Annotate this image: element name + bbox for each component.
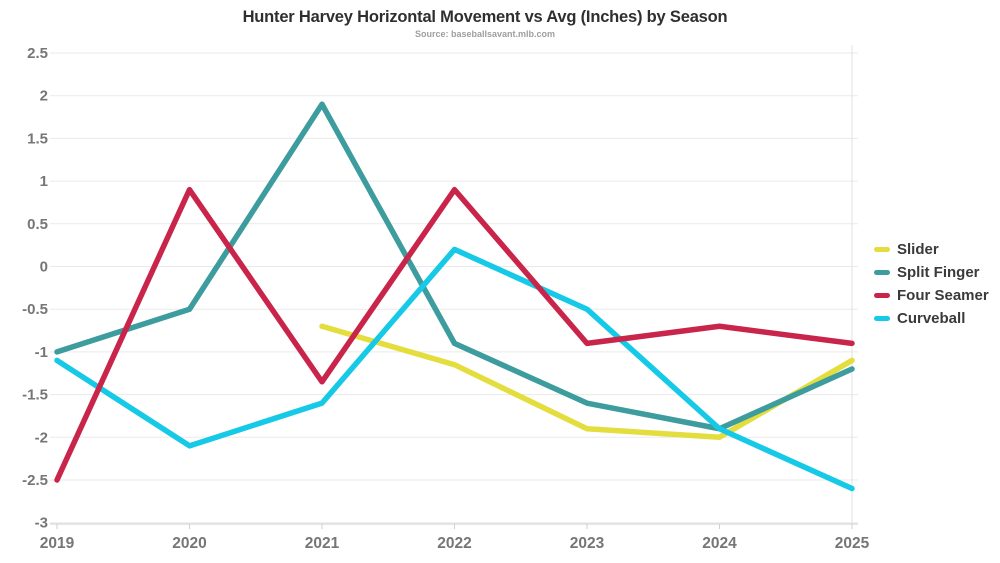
x-axis-tick-label: 2022 [437,535,471,552]
legend-item-four-seamer[interactable]: Four Seamer [874,284,989,307]
y-axis-tick-label: 0 [40,259,48,276]
x-axis-tick-label: 2024 [702,535,737,552]
legend-label: Split Finger [897,264,980,281]
x-axis-tick-label: 2025 [835,535,870,552]
x-axis-tick-label: 2023 [570,535,605,552]
y-axis-tick-label: -3 [35,515,48,532]
legend: Slider Split Finger Four Seamer Curveball [874,238,989,330]
y-axis-tick-label: 2.5 [27,45,48,62]
legend-item-curveball[interactable]: Curveball [874,307,989,330]
legend-item-slider[interactable]: Slider [874,238,989,261]
y-axis-tick-label: -2.5 [22,472,48,489]
y-axis-tick-label: -1 [35,344,48,361]
y-axis-tick-label: 2 [40,88,48,105]
x-axis-tick-label: 2021 [305,535,340,552]
legend-swatch [874,270,890,275]
chart-subtitle: Source: baseballsavant.mlb.com [414,29,556,39]
legend-swatch [874,247,890,252]
y-axis-tick-label: 1 [40,173,48,190]
y-axis-tick-label: 1.5 [27,130,48,147]
y-axis-tick-label: 0.5 [27,216,48,233]
legend-label: Curveball [897,310,966,327]
line-four-seamer [54,186,855,483]
chart-title: Hunter Harvey Horizontal Movement vs Avg… [242,8,728,26]
line-curveball [54,246,855,492]
x-axis-tick-label: 2019 [40,535,75,552]
y-axis-tick-label: -2 [35,429,48,446]
legend-label: Slider [897,241,939,258]
y-axis-tick-label: -0.5 [22,301,48,318]
x-axis-tick-label: 2020 [172,535,206,552]
legend-item-split-finger[interactable]: Split Finger [874,261,989,284]
legend-swatch [874,293,890,298]
legend-label: Four Seamer [897,287,989,304]
legend-swatch [874,316,890,321]
y-axis-tick-label: -1.5 [22,387,48,404]
